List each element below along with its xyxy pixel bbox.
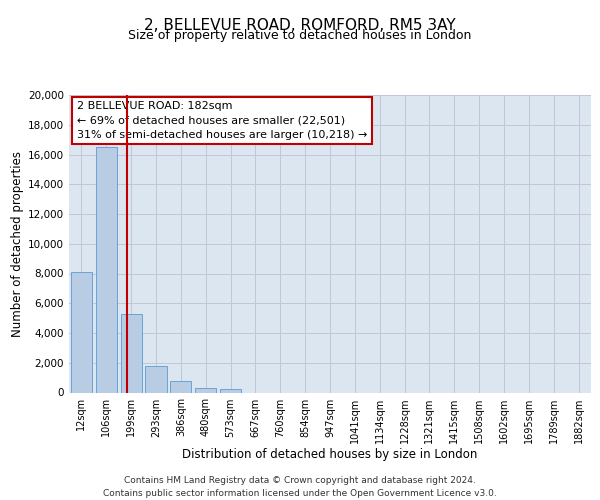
Text: Size of property relative to detached houses in London: Size of property relative to detached ho… xyxy=(128,29,472,42)
Bar xyxy=(145,366,167,392)
Bar xyxy=(195,388,216,392)
Bar xyxy=(170,380,191,392)
X-axis label: Distribution of detached houses by size in London: Distribution of detached houses by size … xyxy=(182,448,478,462)
Bar xyxy=(71,272,92,392)
Text: 2 BELLEVUE ROAD: 182sqm
← 69% of detached houses are smaller (22,501)
31% of sem: 2 BELLEVUE ROAD: 182sqm ← 69% of detache… xyxy=(77,101,367,140)
Y-axis label: Number of detached properties: Number of detached properties xyxy=(11,151,24,337)
Bar xyxy=(121,314,142,392)
Text: 2, BELLEVUE ROAD, ROMFORD, RM5 3AY: 2, BELLEVUE ROAD, ROMFORD, RM5 3AY xyxy=(144,18,456,32)
Text: Contains HM Land Registry data © Crown copyright and database right 2024.
Contai: Contains HM Land Registry data © Crown c… xyxy=(103,476,497,498)
Bar xyxy=(96,147,117,392)
Bar xyxy=(220,389,241,392)
